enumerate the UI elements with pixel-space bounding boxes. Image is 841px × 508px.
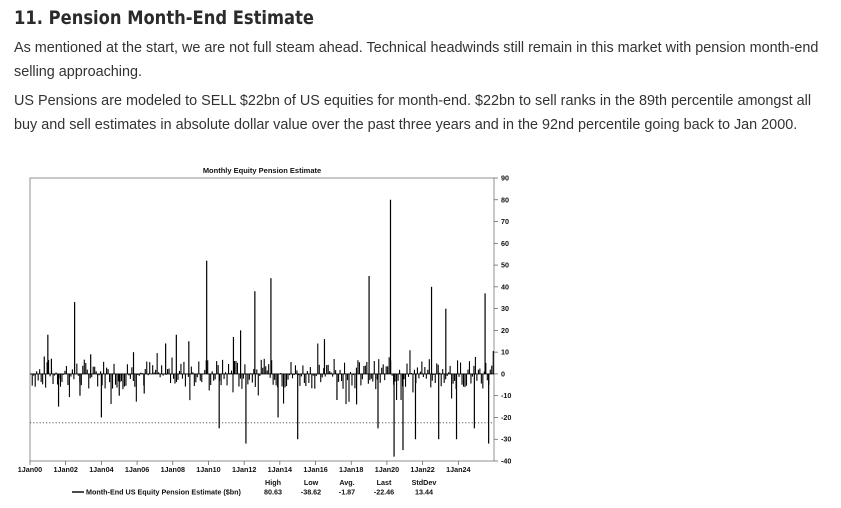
y-tick-label: 30 bbox=[501, 304, 509, 313]
plot-frame bbox=[29, 177, 495, 462]
x-tick-label: 1Jan18 bbox=[339, 465, 363, 474]
x-tick-label: 1Jan22 bbox=[410, 465, 434, 474]
x-tick-label: 1Jan00 bbox=[18, 465, 42, 474]
pension-chart: Monthly Equity Pension Estimate 90 80 70 60 5… bbox=[0, 160, 560, 508]
x-tick-label: 1Jan12 bbox=[232, 465, 256, 474]
chart-title: Monthly Equity Pension Estimate bbox=[203, 166, 321, 175]
stats-value: 80.63 bbox=[264, 488, 282, 497]
legend-label: Month-End US Equity Pension Estimate ($b… bbox=[86, 488, 242, 497]
x-tick-label: 1Jan10 bbox=[196, 465, 220, 474]
page-title: 11. Pension Month-End Estimate bbox=[14, 7, 314, 29]
stats-header: Last bbox=[377, 478, 392, 487]
paragraph-pension-estimate: US Pensions are modeled to SELL $22bn of… bbox=[14, 93, 812, 133]
y-tick-label: 40 bbox=[501, 282, 509, 291]
stats-value: -1.87 bbox=[339, 488, 355, 497]
y-tick-label: 80 bbox=[501, 195, 509, 204]
stats-value: -38.62 bbox=[301, 488, 321, 497]
x-tick-label: 1Jan14 bbox=[268, 465, 292, 474]
stats-value: -22.46 bbox=[374, 488, 394, 497]
y-tick-label: 10 bbox=[501, 348, 509, 357]
x-tick-label: 1Jan20 bbox=[375, 465, 399, 474]
y-tick-label: 50 bbox=[501, 261, 509, 270]
x-tick-label: 1Jan08 bbox=[161, 465, 185, 474]
paragraph-intro: As mentioned at the start, we are not fu… bbox=[14, 40, 819, 80]
stats-header: Avg. bbox=[339, 478, 354, 487]
stats-header: StdDev bbox=[412, 478, 437, 487]
y-tick-label: -40 bbox=[501, 457, 511, 466]
stats-header: Low bbox=[304, 478, 319, 487]
y-tick-label: 20 bbox=[501, 326, 509, 335]
y-tick-label: -30 bbox=[501, 435, 511, 444]
y-tick-label: 0 bbox=[501, 369, 505, 378]
x-tick-label: 1Jan06 bbox=[125, 465, 149, 474]
y-tick-label: 70 bbox=[501, 217, 509, 226]
y-tick-label: 60 bbox=[501, 239, 509, 248]
stats-header: High bbox=[265, 478, 281, 487]
stats-value: 13.44 bbox=[415, 488, 433, 497]
x-tick-label: 1Jan16 bbox=[303, 465, 327, 474]
y-tick-label: -20 bbox=[501, 413, 511, 422]
x-tick-label: 1Jan04 bbox=[89, 465, 113, 474]
x-tick-label: 1Jan24 bbox=[446, 465, 470, 474]
y-tick-label: -10 bbox=[501, 391, 511, 400]
y-tick-label: 90 bbox=[501, 174, 509, 183]
x-tick-label: 1Jan02 bbox=[53, 465, 77, 474]
